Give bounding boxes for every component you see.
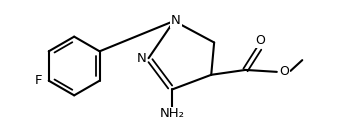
Text: N: N	[171, 15, 181, 27]
Text: O: O	[255, 34, 265, 47]
Text: NH₂: NH₂	[160, 107, 184, 121]
Text: N: N	[137, 52, 147, 65]
Text: O: O	[280, 65, 289, 78]
Text: F: F	[34, 74, 42, 87]
